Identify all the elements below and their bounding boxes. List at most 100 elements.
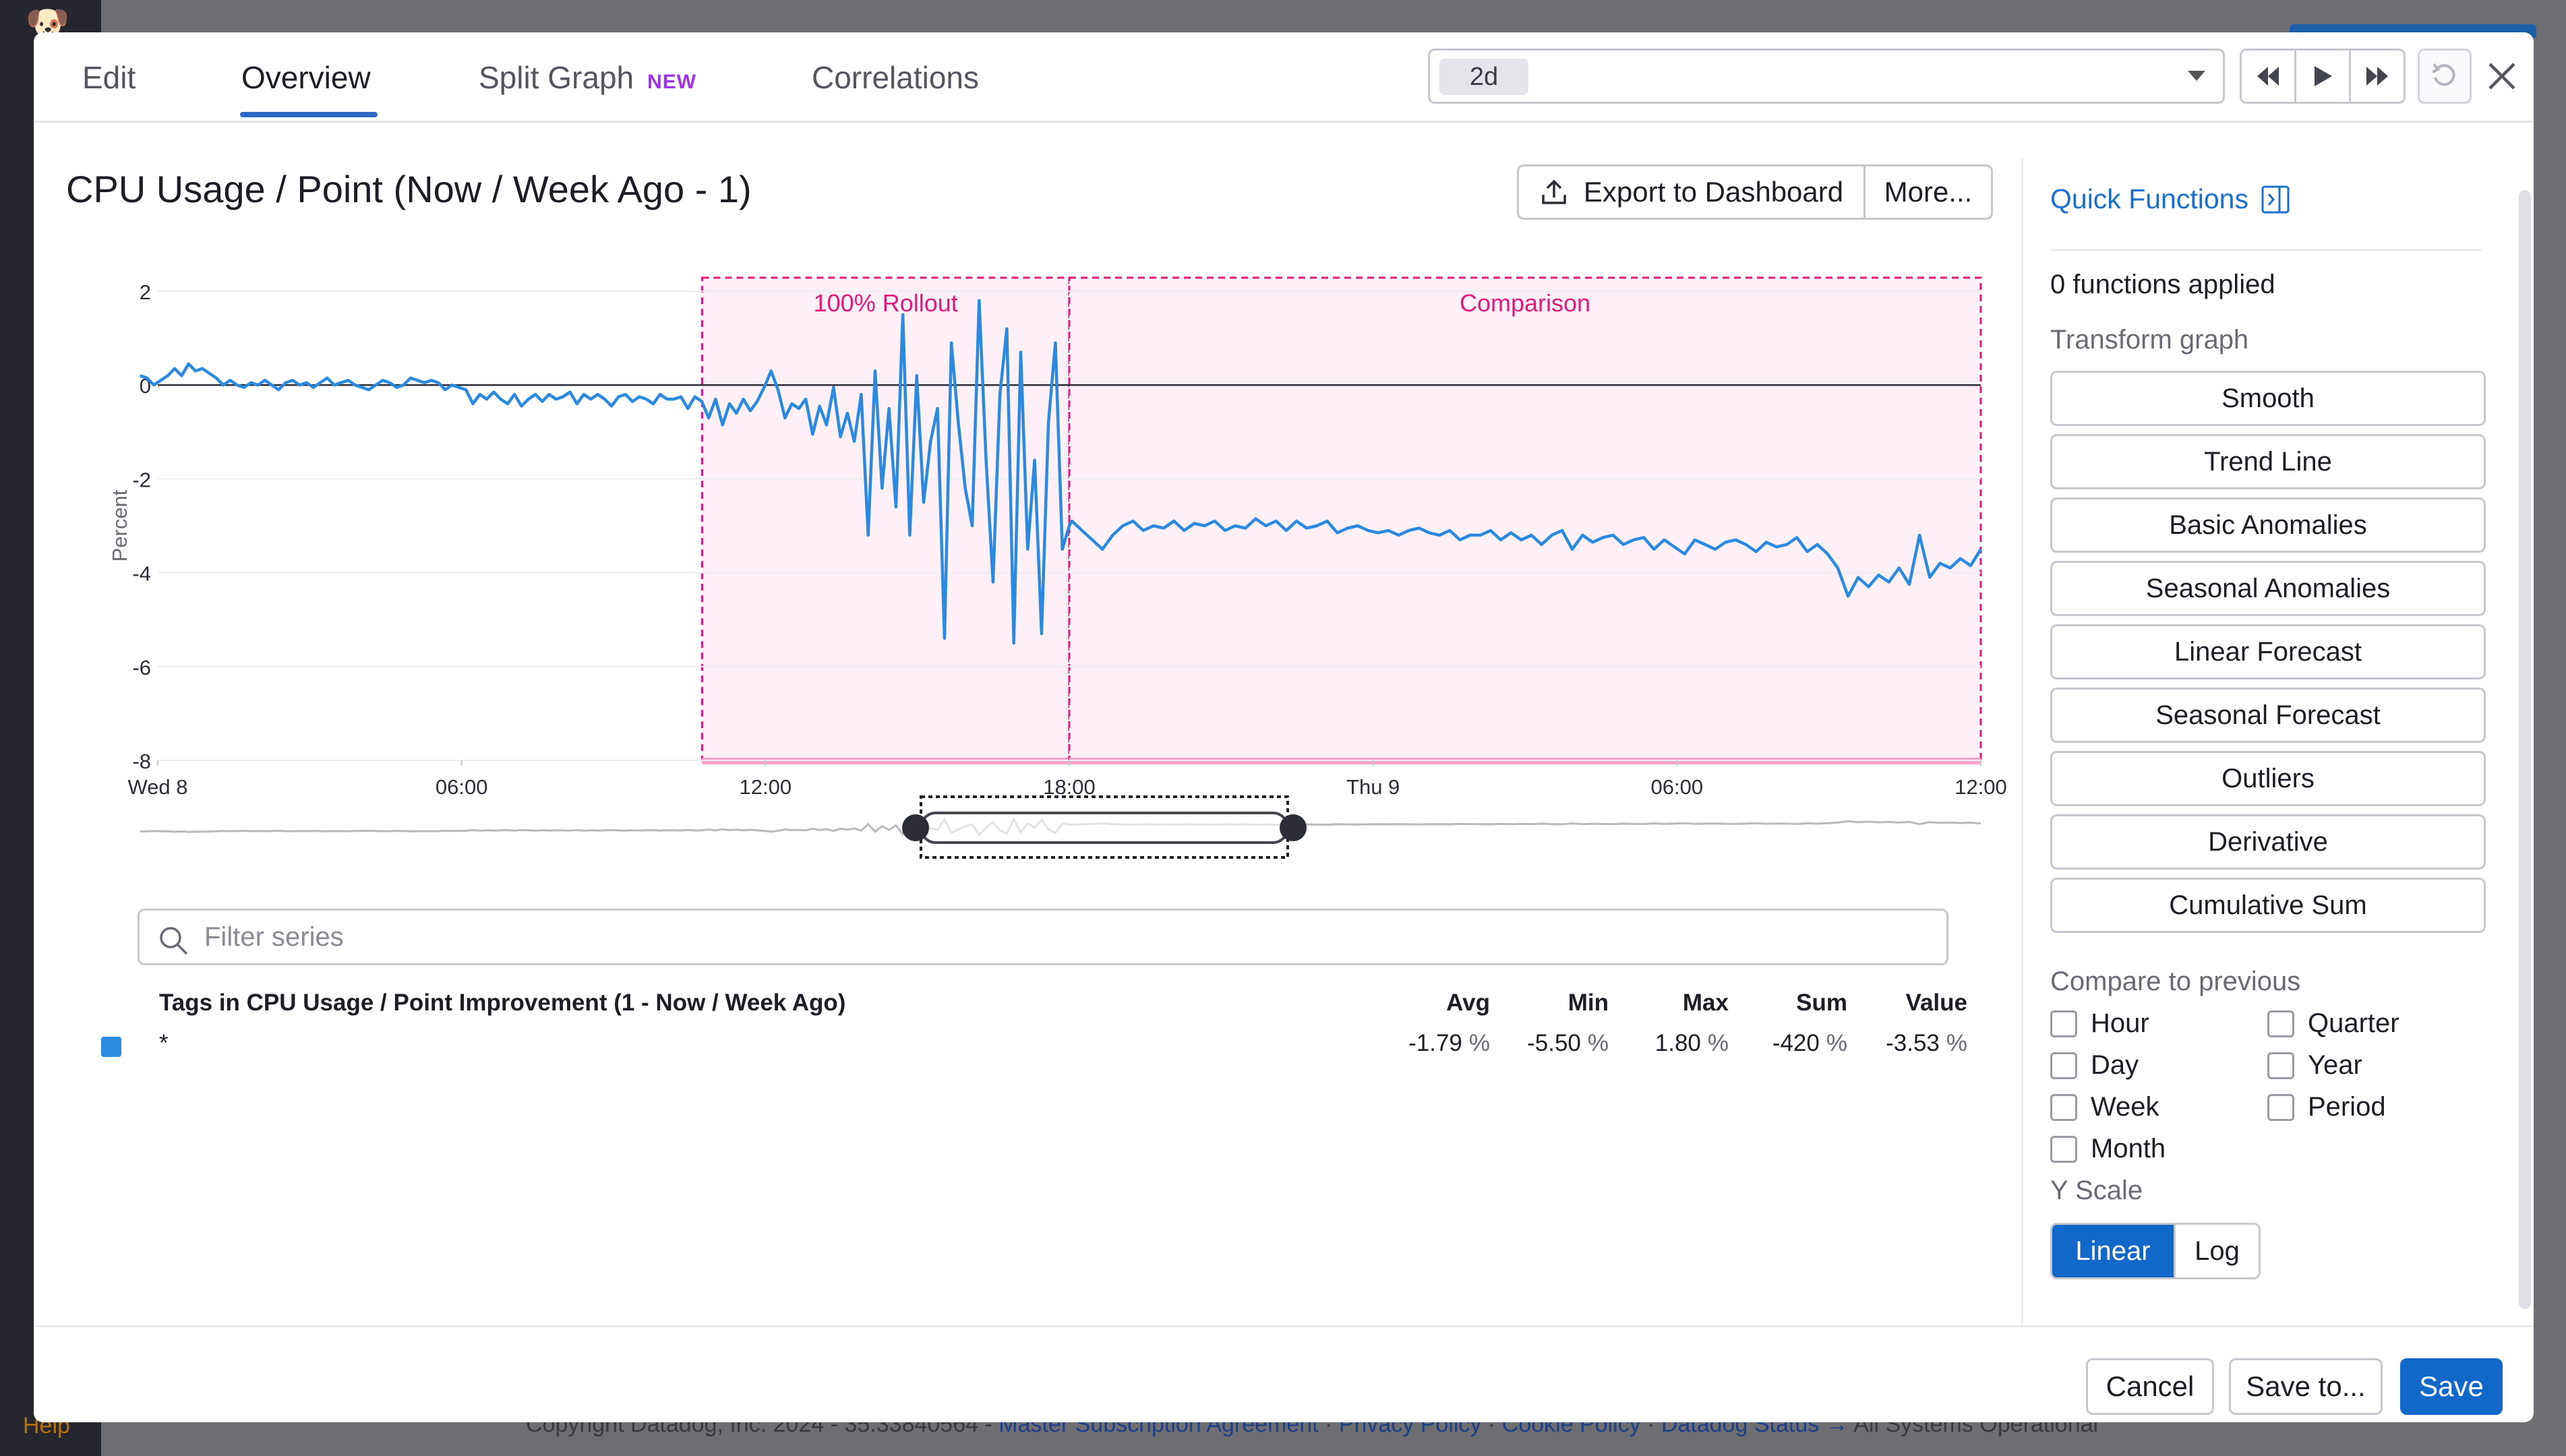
close-button[interactable] bbox=[2478, 53, 2526, 100]
x-tick-label: 06:00 bbox=[1651, 775, 1704, 799]
checkbox-box bbox=[2267, 1052, 2294, 1079]
compare-year-label: Year bbox=[2308, 1050, 2362, 1080]
search-icon bbox=[160, 927, 188, 955]
avg-value: -1.79 bbox=[1408, 1030, 1462, 1056]
min-unit: % bbox=[1587, 1030, 1609, 1056]
x-tick-label: 06:00 bbox=[436, 775, 488, 799]
checkbox-box bbox=[2267, 1010, 2294, 1037]
series-line bbox=[139, 299, 1982, 645]
compare-month-checkbox[interactable]: Month bbox=[2050, 1134, 2166, 1164]
y-tick-label: -2 bbox=[132, 468, 151, 491]
value-unit: % bbox=[1946, 1030, 1967, 1056]
cell-value: -3.53% bbox=[1886, 1030, 1967, 1057]
header-min[interactable]: Min bbox=[1568, 990, 1609, 1016]
modal-footer: Cancel Save to... Save bbox=[34, 1325, 2534, 1422]
seasonal-forecast-button[interactable]: Seasonal Forecast bbox=[2050, 688, 2486, 743]
max-unit: % bbox=[1707, 1030, 1729, 1056]
cumulative-sum-button[interactable]: Cumulative Sum bbox=[2050, 878, 2486, 933]
x-tick-label: 12:00 bbox=[740, 775, 792, 799]
annotation-region bbox=[702, 278, 1069, 760]
graph-actions: Export to Dashboard More... bbox=[1517, 164, 1993, 220]
compare-hour-label: Hour bbox=[2091, 1008, 2149, 1038]
step-back-button[interactable] bbox=[2242, 51, 2296, 102]
filter-series-input[interactable] bbox=[204, 917, 1930, 957]
checkbox-box bbox=[2050, 1052, 2077, 1079]
play-icon bbox=[2315, 66, 2332, 86]
more-button[interactable]: More... bbox=[1884, 176, 1973, 208]
header-sum[interactable]: Sum bbox=[1796, 990, 1847, 1016]
filter-series-field[interactable] bbox=[138, 909, 1948, 965]
max-value: 1.80 bbox=[1654, 1030, 1701, 1056]
compare-hour-checkbox[interactable]: Hour bbox=[2050, 1008, 2149, 1039]
compare-week-checkbox[interactable]: Week bbox=[2050, 1092, 2159, 1122]
panel-scrollbar[interactable] bbox=[2519, 190, 2531, 1309]
avg-unit: % bbox=[1468, 1030, 1490, 1056]
header-avg[interactable]: Avg bbox=[1446, 990, 1490, 1016]
close-icon bbox=[2488, 63, 2515, 90]
quick-functions-panel: Quick Functions 0 functions applied Tran… bbox=[2021, 158, 2493, 1324]
new-badge: NEW bbox=[647, 71, 697, 93]
compare-year-checkbox[interactable]: Year bbox=[2267, 1050, 2362, 1081]
upload-icon bbox=[1542, 179, 1566, 204]
tab-correlations[interactable]: Correlations bbox=[812, 60, 979, 95]
time-range-chip: 2d bbox=[1439, 59, 1528, 95]
compare-day-checkbox[interactable]: Day bbox=[2050, 1050, 2139, 1081]
x-tick-label: 18:00 bbox=[1043, 775, 1096, 799]
export-to-dashboard-button[interactable]: Export to Dashboard bbox=[1519, 166, 1866, 218]
seasonal-anomalies-button[interactable]: Seasonal Anomalies bbox=[2050, 561, 2486, 616]
current-value: -3.53 bbox=[1886, 1030, 1940, 1056]
cell-min: -5.50% bbox=[1527, 1030, 1609, 1057]
y-scale-toggle: Linear Log bbox=[2050, 1223, 2261, 1279]
rewind-icon bbox=[2257, 67, 2279, 86]
functions-applied-count: 0 functions applied bbox=[2050, 270, 2275, 299]
series-color-swatch[interactable] bbox=[101, 1037, 121, 1057]
cell-avg: -1.79% bbox=[1408, 1030, 1490, 1057]
tab-split-graph[interactable]: Split Graph NEW bbox=[479, 59, 696, 96]
minimap-right-handle bbox=[1280, 814, 1307, 841]
tab-overview[interactable]: Overview bbox=[241, 60, 371, 95]
save-button[interactable]: Save bbox=[2400, 1358, 2503, 1415]
line-chart[interactable]: 100% Rollout Comparison20-2-4-6-8PercentW… bbox=[34, 262, 2029, 868]
panel-divider bbox=[2050, 249, 2482, 251]
minimap-left-handle bbox=[902, 814, 929, 841]
checkbox-box bbox=[2267, 1093, 2294, 1121]
trend-line-button[interactable]: Trend Line bbox=[2050, 434, 2486, 489]
checkbox-box bbox=[2050, 1135, 2077, 1163]
graph-modal: Edit Overview Split Graph NEW Correlation… bbox=[34, 32, 2534, 1422]
tab-split-graph-label: Split Graph bbox=[479, 60, 634, 95]
quick-functions-title: Quick Functions bbox=[2050, 183, 2248, 214]
annotation-region bbox=[1069, 278, 1981, 760]
header-max[interactable]: Max bbox=[1682, 990, 1729, 1016]
smooth-button[interactable]: Smooth bbox=[2050, 371, 2486, 426]
minimap-selection-window bbox=[920, 795, 1289, 859]
time-range-select[interactable]: 2d bbox=[1428, 49, 2225, 104]
tab-edit[interactable]: Edit bbox=[82, 60, 136, 95]
y-tick-label: 2 bbox=[140, 280, 151, 304]
basic-anomalies-button[interactable]: Basic Anomalies bbox=[2050, 497, 2486, 553]
cancel-button[interactable]: Cancel bbox=[2086, 1358, 2214, 1415]
compare-quarter-checkbox[interactable]: Quarter bbox=[2267, 1008, 2399, 1039]
sum-unit: % bbox=[1826, 1030, 1847, 1056]
x-tick-label: Wed 8 bbox=[127, 775, 187, 799]
derivative-button[interactable]: Derivative bbox=[2050, 814, 2486, 870]
outliers-button[interactable]: Outliers bbox=[2050, 751, 2486, 806]
y-scale-linear-button[interactable]: Linear bbox=[2052, 1225, 2174, 1277]
chevron-down-icon bbox=[2188, 71, 2205, 81]
undo-icon bbox=[2432, 63, 2455, 86]
save-to-button[interactable]: Save to... bbox=[2229, 1358, 2383, 1415]
step-forward-button[interactable] bbox=[2351, 51, 2404, 102]
quick-functions-link[interactable]: Quick Functions bbox=[2050, 183, 2290, 215]
compare-period-checkbox[interactable]: Period bbox=[2267, 1092, 2386, 1122]
checkbox-box bbox=[2050, 1010, 2077, 1037]
cell-max: 1.80% bbox=[1655, 1030, 1729, 1057]
reset-button[interactable] bbox=[2418, 49, 2472, 104]
linear-forecast-button[interactable]: Linear Forecast bbox=[2050, 624, 2486, 679]
series-tag[interactable]: * bbox=[159, 1030, 169, 1056]
annotation-label: 100% Rollout bbox=[814, 289, 958, 317]
active-tab-indicator bbox=[240, 112, 378, 117]
cell-sum: -420% bbox=[1772, 1030, 1847, 1057]
header-value[interactable]: Value bbox=[1905, 990, 1967, 1016]
y-scale-log-button[interactable]: Log bbox=[2174, 1225, 2259, 1277]
play-button[interactable] bbox=[2296, 51, 2351, 102]
y-axis-label: Percent bbox=[108, 489, 131, 562]
